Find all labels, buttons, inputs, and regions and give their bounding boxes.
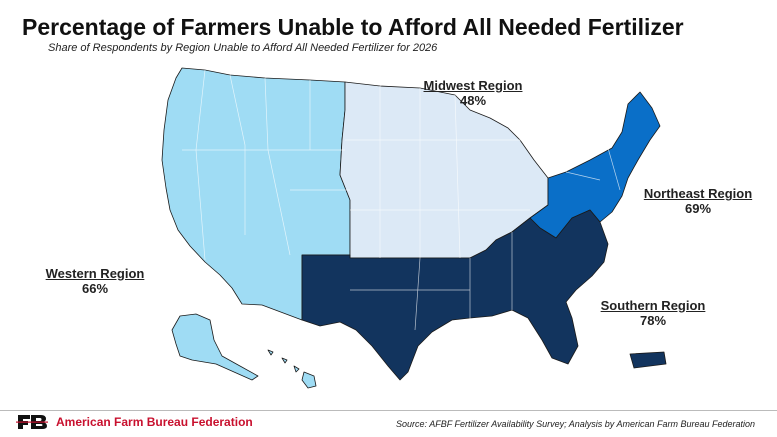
midwest-region-value: 48%: [459, 93, 487, 108]
southern-region-label: Southern Region 78%: [588, 298, 718, 328]
chart-subtitle: Share of Respondents by Region Unable to…: [48, 42, 438, 54]
alaska-shape: [171, 313, 259, 381]
organization-name: American Farm Bureau Federation: [56, 415, 253, 429]
footer-divider: [0, 410, 777, 411]
western-region-label: Western Region 66%: [30, 266, 160, 296]
southern-region-value: 78%: [639, 313, 667, 328]
southern-region-shape: [301, 209, 609, 381]
southern-region-name: Southern Region: [600, 298, 706, 313]
fb-logo-icon: [16, 415, 48, 429]
western-region-shape: [161, 67, 351, 321]
chart-title: Percentage of Farmers Unable to Afford A…: [22, 14, 684, 40]
northeast-region-name: Northeast Region: [643, 186, 753, 201]
northeast-region-value: 69%: [684, 201, 712, 216]
source-note: Source: AFBF Fertilizer Availability Sur…: [396, 419, 755, 429]
midwest-region-name: Midwest Region: [423, 78, 523, 93]
midwest-region-label: Midwest Region 48%: [408, 78, 538, 108]
western-region-value: 66%: [81, 281, 109, 296]
northeast-region-label: Northeast Region 69%: [628, 186, 768, 216]
afbf-logo: American Farm Bureau Federation: [16, 413, 253, 431]
puerto-rico-shape: [629, 351, 667, 369]
western-region-name: Western Region: [45, 266, 145, 281]
hawaii-shape: [267, 349, 317, 389]
